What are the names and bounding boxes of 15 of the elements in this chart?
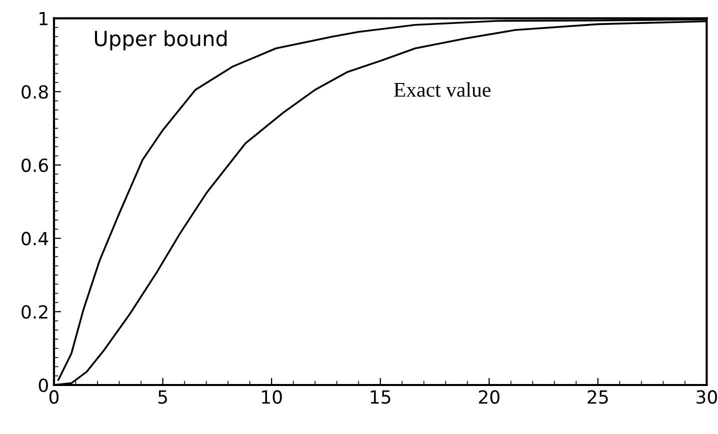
x-tick-label: 0 [49,390,59,404]
y-tick-label: 0.6 [22,158,48,172]
x-tick-label: 5 [158,390,167,404]
y-tick-label: 0.4 [22,232,48,246]
y-tick-label: 0.8 [22,85,48,99]
x-tick-label: 20 [478,390,500,404]
x-tick-label: 10 [262,390,282,404]
x-tick-label: 15 [370,390,390,404]
series-label: Exact value [394,82,490,97]
series-label: Upper bound [94,30,227,50]
y-tick-label: 0.2 [22,305,48,319]
x-tick-label: 25 [588,390,608,404]
x-tick-label: 30 [696,390,717,404]
y-tick-label: 1 [40,12,48,26]
y-tick-label: 0 [38,378,48,392]
